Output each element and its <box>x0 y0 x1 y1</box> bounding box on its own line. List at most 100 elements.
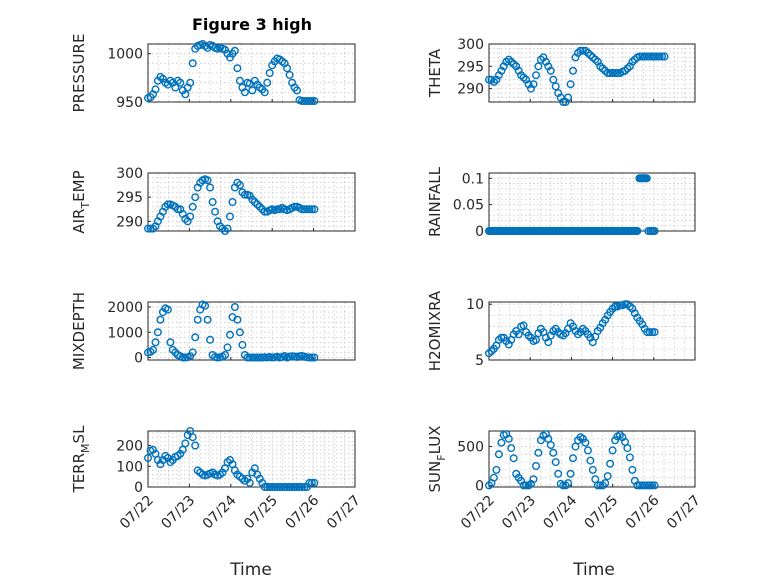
data-point <box>566 469 575 478</box>
axes-box <box>488 43 696 103</box>
data-point <box>310 478 319 487</box>
data-point <box>546 66 555 75</box>
figure-title: Figure 3 high <box>192 15 312 34</box>
y-tick-label: 200 <box>116 439 143 455</box>
data-point <box>303 483 312 492</box>
data-point <box>588 465 597 474</box>
data-point <box>163 454 172 463</box>
data-point <box>660 52 669 61</box>
data-point <box>240 190 249 199</box>
data-point <box>265 68 274 77</box>
y-tick-label: 290 <box>116 214 143 230</box>
data-point <box>290 483 299 492</box>
data-point <box>248 468 257 477</box>
data-point <box>509 454 518 463</box>
data-point <box>148 445 157 454</box>
data-point <box>307 478 316 487</box>
data-point <box>310 96 319 105</box>
y-axis-label: RAINFALL <box>426 166 444 237</box>
data-point <box>307 205 316 214</box>
x-tick-label: 07/26 <box>283 492 323 532</box>
subplot-pressure: 950 1000 PRESSURE <box>70 34 356 112</box>
data-point <box>283 64 292 73</box>
data-point <box>253 200 262 209</box>
data-point <box>218 468 227 477</box>
axes-box <box>147 43 356 103</box>
data-point <box>549 75 558 84</box>
y-axis-label: H2OMIXRA <box>426 290 444 371</box>
y-tick-label: 0.1 <box>462 171 484 187</box>
data-point <box>206 183 215 192</box>
data-point <box>166 338 175 347</box>
data-point <box>643 328 652 337</box>
data-point <box>529 475 538 484</box>
data-point <box>255 474 264 483</box>
data-point <box>653 52 662 61</box>
data-point <box>250 353 259 362</box>
data-point <box>485 75 494 84</box>
data-point <box>648 481 657 490</box>
data-point <box>230 466 239 475</box>
data-point <box>534 448 543 457</box>
data-point <box>576 46 585 55</box>
data-point <box>235 181 244 190</box>
data-point <box>245 353 254 362</box>
data-point <box>230 46 239 55</box>
data-point <box>143 224 152 233</box>
data-point <box>163 200 172 209</box>
data-point <box>143 454 152 463</box>
data-point <box>532 462 541 471</box>
data-point <box>188 348 197 357</box>
data-point <box>293 483 302 492</box>
data-point <box>203 315 212 324</box>
data-point <box>504 55 513 64</box>
data-point <box>522 481 531 490</box>
data-point <box>248 195 257 204</box>
data-point <box>298 483 307 492</box>
data-point <box>534 62 543 71</box>
data-point <box>193 315 202 324</box>
data-point <box>616 301 625 310</box>
data-point <box>218 224 227 233</box>
y-tick-label: 0 <box>134 350 143 366</box>
data-point <box>645 52 654 61</box>
data-point <box>248 353 257 362</box>
data-point <box>583 446 592 455</box>
data-point <box>645 328 654 337</box>
data-point <box>253 470 262 479</box>
y-axis-label: THETA <box>426 48 444 98</box>
data-point <box>268 483 277 492</box>
data-point <box>220 351 229 360</box>
data-point <box>625 453 634 462</box>
data-point <box>215 222 224 231</box>
data-point <box>203 176 212 185</box>
data-point <box>546 441 555 450</box>
data-point <box>176 449 185 458</box>
y-tick-label: 295 <box>457 59 484 75</box>
data-point <box>489 473 498 482</box>
data-point <box>532 335 541 344</box>
data-point <box>163 305 172 314</box>
x-tick-label: 07/22 <box>458 493 498 533</box>
data-point <box>303 96 312 105</box>
x-tick-label: 07/25 <box>582 493 622 533</box>
data-point <box>258 478 267 487</box>
data-point <box>191 193 200 202</box>
data-point <box>497 66 506 75</box>
data-point <box>303 205 312 214</box>
data-point <box>298 205 307 214</box>
data-point <box>188 202 197 211</box>
data-point <box>307 353 316 362</box>
y-tick-label: 300 <box>457 37 484 53</box>
data-point <box>243 353 252 362</box>
data-point <box>288 483 297 492</box>
data-point <box>566 80 575 89</box>
data-point <box>549 327 558 336</box>
data-point <box>181 90 190 99</box>
axes-box <box>147 172 356 232</box>
data-point <box>223 224 232 233</box>
data-point <box>642 174 651 183</box>
data-point <box>225 330 234 339</box>
x-tick-label: 07/24 <box>200 492 240 532</box>
data-point <box>225 456 234 465</box>
